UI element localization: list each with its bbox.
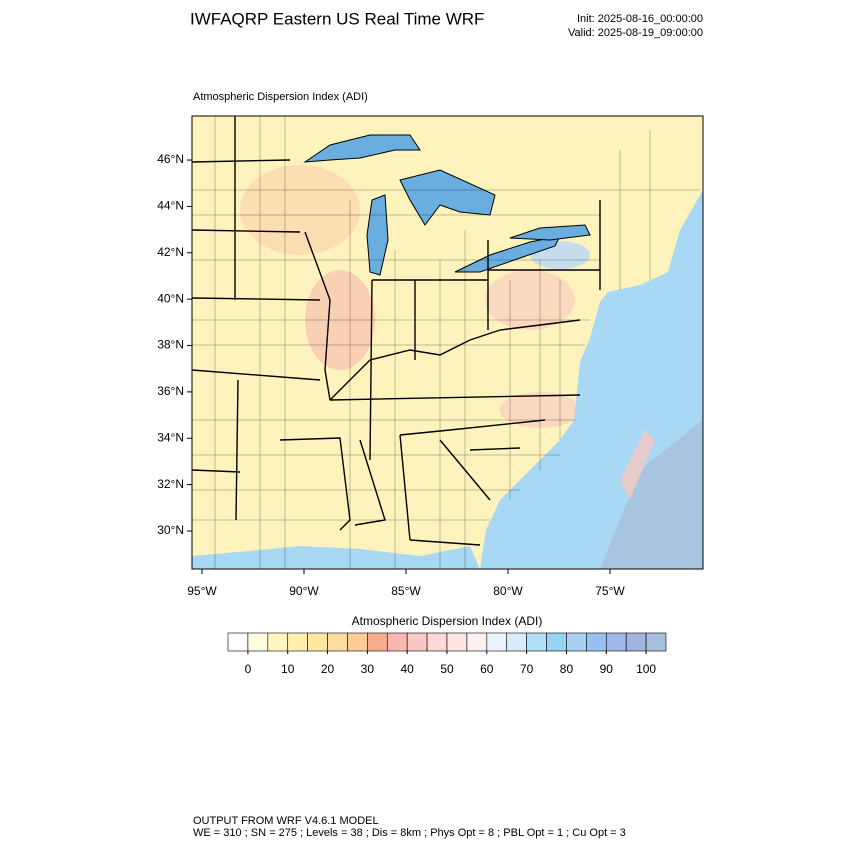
colorbar-box bbox=[466, 632, 488, 652]
lake-huron bbox=[399, 169, 496, 226]
colorbar-box bbox=[426, 632, 448, 652]
colorbar-tick-label: 30 bbox=[361, 662, 375, 676]
lat-tick-label: 44°N bbox=[157, 199, 184, 213]
colorbar-tick-label: 90 bbox=[600, 662, 614, 676]
colorbar-box bbox=[307, 632, 328, 652]
map-frame bbox=[191, 115, 704, 570]
colorbar-box bbox=[367, 632, 388, 652]
colorbar-box bbox=[566, 632, 587, 652]
county-lines bbox=[192, 116, 700, 569]
colorbar-box bbox=[526, 632, 547, 652]
colorbar-tick-label: 0 bbox=[245, 662, 252, 676]
colorbar-box bbox=[506, 632, 527, 652]
colorbar-box bbox=[267, 632, 289, 652]
colorbar-tick-label: 70 bbox=[520, 662, 534, 676]
lat-tick-label: 36°N bbox=[157, 384, 184, 398]
colorbar-box bbox=[347, 632, 368, 652]
colorbar-box bbox=[586, 632, 607, 652]
lat-tick-label: 32°N bbox=[157, 477, 184, 491]
colorbar-box bbox=[406, 632, 428, 652]
colorbar-box bbox=[546, 632, 567, 652]
colorbar-tick-label: 20 bbox=[321, 662, 335, 676]
lon-tick-label: 80°W bbox=[493, 584, 523, 598]
colorbar-box bbox=[486, 632, 508, 652]
colorbar-tick-label: 50 bbox=[440, 662, 454, 676]
footer-model: OUTPUT FROM WRF V4.6.1 MODEL bbox=[193, 815, 379, 827]
colorbar-box bbox=[625, 632, 647, 652]
colorbar-tick-label: 100 bbox=[636, 662, 656, 676]
adi-shade bbox=[240, 165, 360, 255]
colorbar-box bbox=[287, 632, 308, 652]
adi-shade bbox=[620, 430, 655, 500]
valid-time: Valid: 2025-08-19_09:00:00 bbox=[568, 27, 703, 39]
colorbar-box bbox=[446, 632, 468, 652]
colorbar-box bbox=[327, 632, 348, 652]
lat-tick-label: 46°N bbox=[157, 152, 184, 166]
lon-tick-label: 95°W bbox=[187, 584, 217, 598]
ocean-deep bbox=[600, 420, 703, 569]
init-time: Init: 2025-08-16_00:00:00 bbox=[577, 13, 703, 25]
colorbar-box bbox=[605, 632, 627, 652]
lake-superior bbox=[303, 134, 421, 163]
lat-tick-label: 40°N bbox=[157, 291, 184, 305]
lake-ontario bbox=[509, 224, 591, 241]
colorbar-title: Atmospheric Dispersion Index (ADI) bbox=[352, 614, 543, 628]
lon-tick-label: 90°W bbox=[289, 584, 319, 598]
adi-shade bbox=[485, 270, 575, 330]
lake-erie bbox=[454, 235, 561, 273]
colorbar-box bbox=[247, 632, 269, 652]
colorbar-tick-label: 80 bbox=[560, 662, 574, 676]
colorbar-tick-label: 60 bbox=[480, 662, 494, 676]
colorbar-tick-label: 40 bbox=[401, 662, 415, 676]
map-subtitle: Atmospheric Dispersion Index (ADI) bbox=[193, 91, 368, 103]
lon-tick-label: 75°W bbox=[595, 584, 625, 598]
state-lines bbox=[191, 116, 601, 546]
title: IWFAQRP Eastern US Real Time WRF bbox=[190, 9, 484, 28]
lat-tick-label: 30°N bbox=[157, 523, 184, 537]
map bbox=[191, 115, 704, 570]
colorbar-box bbox=[645, 632, 667, 652]
lat-tick-label: 38°N bbox=[157, 338, 184, 352]
footer-settings: WE = 310 ; SN = 275 ; Levels = 38 ; Dis … bbox=[193, 827, 626, 839]
colorbar-box bbox=[386, 632, 408, 652]
lat-tick-label: 34°N bbox=[157, 430, 184, 444]
colorbar-tick-label: 10 bbox=[281, 662, 295, 676]
colorbar-box bbox=[227, 632, 249, 652]
gulf bbox=[192, 546, 480, 569]
lat-tick-label: 42°N bbox=[157, 245, 184, 259]
lon-tick-label: 85°W bbox=[391, 584, 421, 598]
